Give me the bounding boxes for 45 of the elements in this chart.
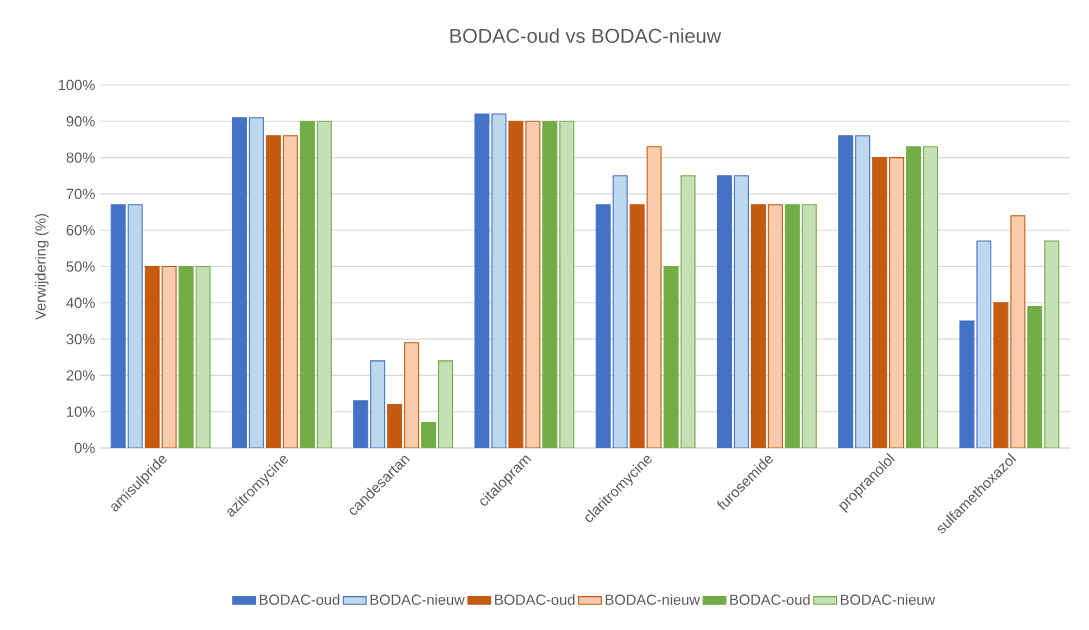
bar (767, 204, 783, 448)
y-tick-label: 30% (66, 333, 95, 345)
bar (855, 135, 871, 448)
bar (421, 422, 437, 448)
bar (299, 120, 315, 448)
bar (1027, 305, 1043, 448)
legend-label: BODAC-oud (259, 594, 340, 605)
y-tick-label: 60% (66, 225, 95, 236)
bar (906, 146, 922, 448)
bar (1044, 240, 1060, 448)
bar (316, 120, 332, 448)
y-tick-label: 80% (66, 152, 95, 163)
legend-label: BODAC-nieuw (605, 594, 700, 605)
bar (282, 135, 298, 448)
bar (872, 157, 888, 448)
bar (784, 204, 800, 448)
chart-title: BODAC-oud vs BODAC-nieuw (450, 28, 722, 43)
y-tick-label: 90% (66, 116, 95, 127)
bar (178, 265, 194, 448)
legend-label: BODAC-oud (730, 594, 810, 605)
bar (248, 117, 264, 448)
bar (559, 120, 575, 448)
y-tick-label: 0% (74, 442, 95, 454)
bar (889, 157, 905, 448)
y-tick-label: 20% (66, 370, 95, 381)
bar (542, 120, 558, 448)
y-axis-title: Verwijdering (%) (34, 214, 49, 320)
legend-label: BODAC-nieuw (840, 594, 936, 605)
y-tick-label: 10% (67, 406, 95, 417)
bar (195, 265, 211, 448)
legend-label: BODAC-nieuw (370, 594, 465, 605)
bar (438, 360, 454, 448)
y-tick-label: 40% (66, 297, 95, 308)
bar (923, 146, 939, 448)
bar (265, 135, 281, 448)
legend-label: BODAC-oud (495, 594, 575, 605)
bar (750, 204, 766, 448)
y-tick-label: 70% (66, 188, 95, 200)
y-tick-label: 50% (66, 261, 95, 272)
y-tick-label: 100% (58, 79, 95, 91)
bar (801, 204, 817, 448)
bar (404, 342, 420, 448)
bar (370, 360, 386, 448)
bar (387, 403, 403, 448)
bar (733, 175, 749, 448)
